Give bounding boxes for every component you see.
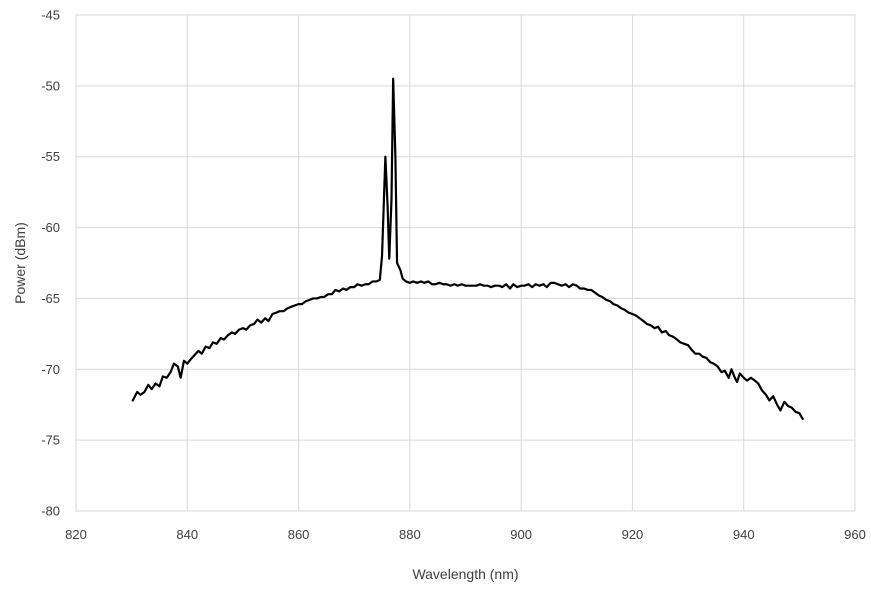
- y-tick-label: -60: [41, 220, 60, 235]
- x-tick-label: 860: [288, 527, 310, 542]
- x-tick-label: 960: [844, 527, 866, 542]
- y-tick-label: -70: [41, 362, 60, 377]
- series-layer: [131, 77, 804, 420]
- y-tick-label: -45: [41, 8, 60, 23]
- y-tick-label: -50: [41, 78, 60, 93]
- y-tick-label: -55: [41, 149, 60, 164]
- x-tick-label: 940: [733, 527, 755, 542]
- y-tick-label: -80: [41, 504, 60, 519]
- x-axis-tick-labels: 820 840 860 880 900 920 940 960: [65, 527, 866, 542]
- x-tick-label: 920: [622, 527, 644, 542]
- series-line: [131, 77, 804, 420]
- y-tick-label: -75: [41, 433, 60, 448]
- y-tick-label: -65: [41, 291, 60, 306]
- x-tick-label: 900: [510, 527, 532, 542]
- x-tick-label: 880: [399, 527, 421, 542]
- x-axis-title: Wavelength (nm): [412, 566, 518, 582]
- y-axis-title: Power (dBm): [12, 222, 28, 304]
- plot-area-border: [75, 14, 856, 512]
- x-tick-label: 820: [65, 527, 87, 542]
- y-axis-tick-labels: -45 -50 -55 -60 -65 -70 -75 -80: [41, 8, 60, 519]
- gridlines: [75, 14, 856, 512]
- x-tick-label: 840: [176, 527, 198, 542]
